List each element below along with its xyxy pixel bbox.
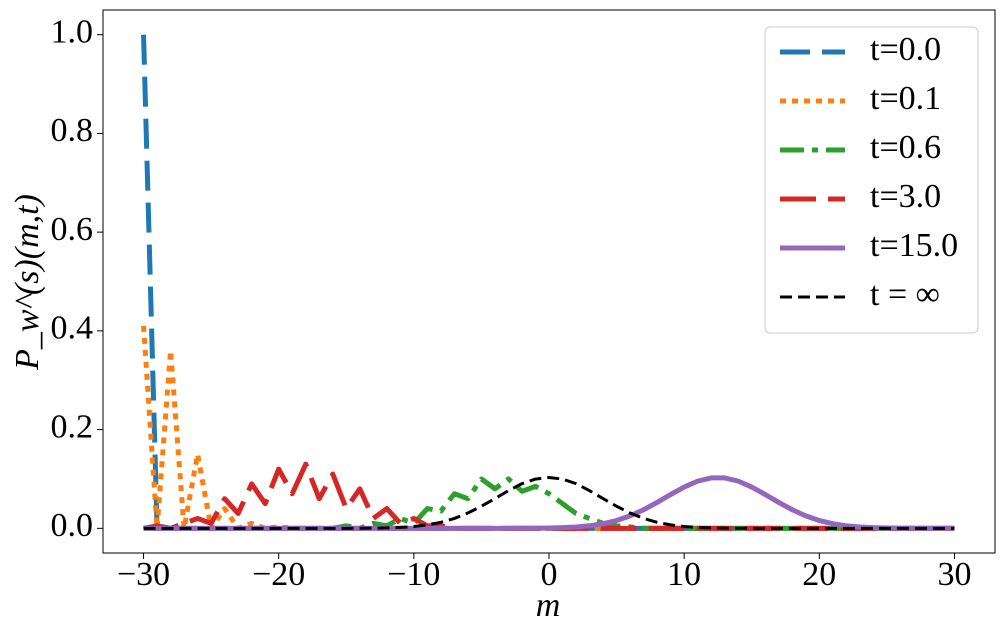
y-tick-label: 0.6 xyxy=(51,211,94,248)
data-line xyxy=(143,475,955,530)
y-tick-label: 0.2 xyxy=(51,408,94,445)
data-line xyxy=(141,325,955,531)
x-tick-label: 10 xyxy=(667,556,701,593)
x-tick-label: 20 xyxy=(802,556,836,593)
legend-label: t=0.0 xyxy=(870,31,941,68)
legend-label: t = ∞ xyxy=(870,276,940,313)
y-axis-label: P_w^(s)(m,t) xyxy=(9,194,46,371)
plot-frame xyxy=(102,9,996,554)
y-tick-label: 0.8 xyxy=(51,112,94,149)
legend-label: t=3.0 xyxy=(870,178,941,215)
x-tick-label: −10 xyxy=(387,556,440,593)
legend-label: t=0.6 xyxy=(870,129,941,166)
y-tick-label: 0.0 xyxy=(51,507,94,544)
data-line xyxy=(143,461,955,531)
x-axis-label: m xyxy=(536,587,561,624)
data-line xyxy=(143,476,955,531)
x-tick-label: 30 xyxy=(937,556,971,593)
y-tick-label: 1.0 xyxy=(51,13,94,50)
x-tick-label: 0 xyxy=(541,556,558,593)
legend-label: t=0.1 xyxy=(870,80,941,117)
y-tick-label: 0.4 xyxy=(51,310,94,347)
x-tick-label: −30 xyxy=(117,556,170,593)
legend-label: t=15.0 xyxy=(870,227,958,264)
x-tick-label: −20 xyxy=(252,556,305,593)
